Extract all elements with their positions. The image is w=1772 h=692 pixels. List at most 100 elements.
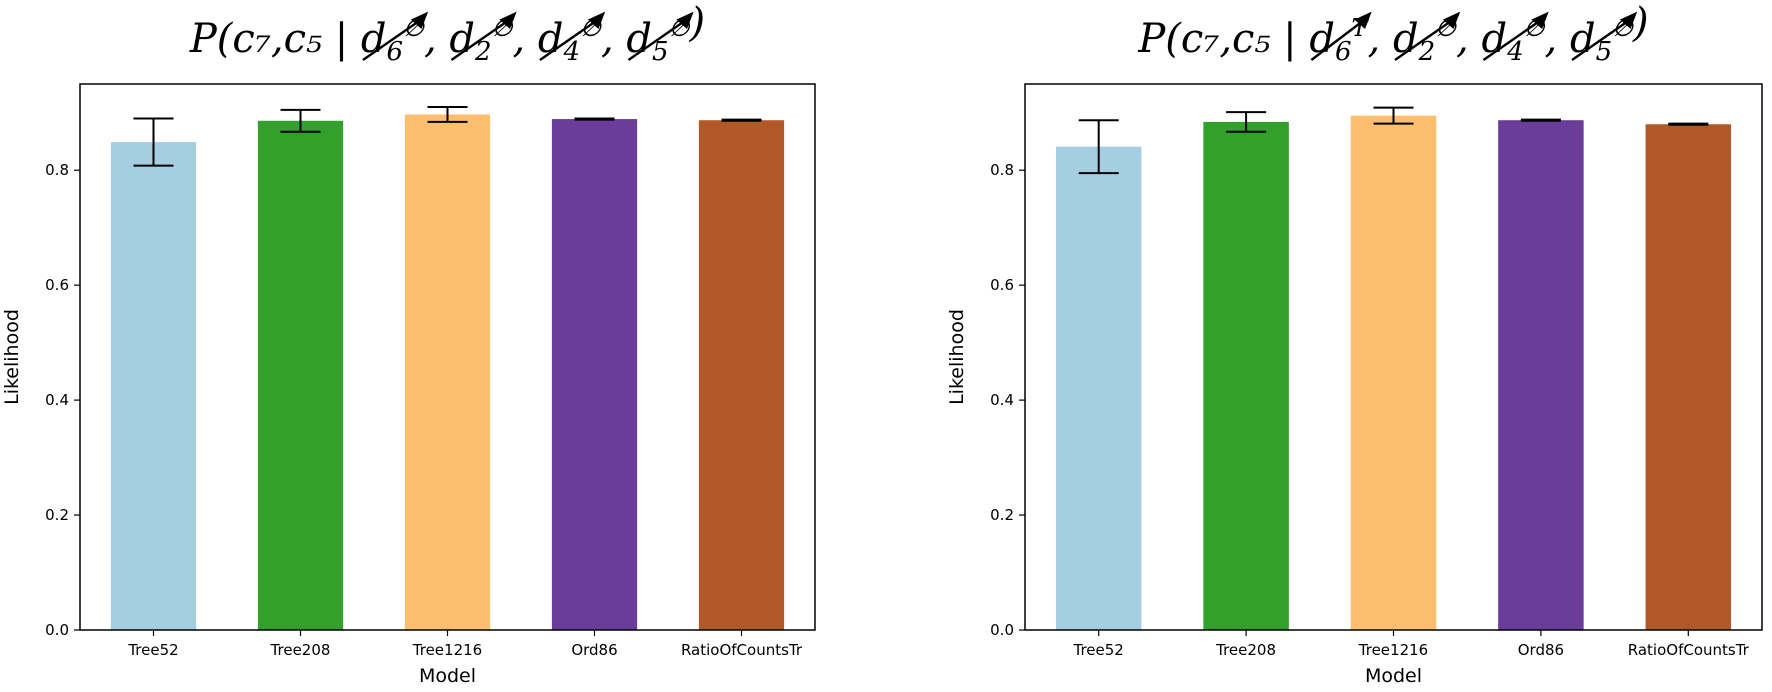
title-term-base: d (1393, 16, 1419, 62)
bar-Tree208 (257, 120, 344, 631)
y-tick-label: 0.2 (990, 506, 1014, 524)
y-axis-label: Likelihood (1, 309, 23, 405)
title-comma: , (512, 16, 537, 62)
x-tick-label: Ord86 (1518, 641, 1564, 659)
error-bar-Tree1216 (1373, 106, 1414, 125)
title-prefix: P( (189, 16, 234, 62)
x-tick-label: RatioOfCountsTr (681, 641, 803, 659)
strike-arrow-icon (627, 11, 694, 61)
plot-frame (1024, 83, 1763, 631)
strike-arrow-shaft (362, 18, 423, 61)
y-tick-label: 0.0 (990, 621, 1014, 639)
error-bar-Tree208 (280, 108, 321, 133)
y-tick-label: 0.6 (990, 276, 1014, 294)
title-term-sub: 2 (1418, 37, 1436, 67)
title-comma: , (1368, 16, 1393, 62)
title-vars: c₇,c₅ (1181, 16, 1271, 62)
bar-Ord86 (1498, 120, 1584, 630)
y-tick-label: 0.4 (45, 391, 69, 409)
strike-arrow-shaft (1310, 18, 1367, 61)
x-tick-label: Tree52 (127, 641, 178, 659)
strike-arrow-icon (1310, 11, 1372, 61)
strike-arrow-shaft (1394, 18, 1455, 61)
y-tick-label: 0.8 (990, 161, 1014, 179)
x-tick-label: Tree1216 (412, 641, 482, 659)
strike-arrow-head (1531, 11, 1549, 30)
error-bar-Tree1216 (427, 105, 468, 123)
error-bar-RatioOfCountsTr (1668, 122, 1709, 126)
bar-Tree1216 (1350, 115, 1437, 630)
x-tick-label: Ord86 (571, 641, 617, 659)
x-tick-label: Tree52 (1073, 641, 1124, 659)
title-term-sub: 4 (1506, 37, 1524, 67)
bar-RatioOfCountsTr (1645, 124, 1732, 631)
strike-arrow-shaft (627, 18, 689, 61)
title-term-base: d (361, 16, 387, 62)
x-tick-label: Tree1216 (1358, 641, 1428, 659)
chart-title: P(c₇,c₅ | d6T, d2∅, d4∅, d5∅) (1137, 0, 1648, 67)
strike-arrow-head (499, 11, 517, 30)
title-comma: , (1456, 16, 1481, 62)
strike-arrow-head (676, 11, 694, 30)
strike-arrow-head (1354, 11, 1372, 30)
title-term-sub: 6 (1335, 37, 1352, 67)
strike-arrow-icon (1482, 11, 1549, 61)
strike-arrow-icon (1571, 11, 1638, 61)
title-term-sub: 5 (652, 37, 669, 67)
error-bar-Tree208 (1226, 111, 1267, 133)
x-tick-label: Tree208 (1215, 641, 1276, 659)
strike-arrow-shaft (1571, 18, 1632, 61)
title-comma: , (601, 16, 626, 62)
title-term-sub: 5 (1596, 37, 1613, 67)
plot-frame (79, 83, 816, 631)
bar-Tree52 (1055, 146, 1142, 631)
y-tick-label: 0.0 (45, 621, 69, 639)
title-separator: | (1270, 16, 1309, 62)
title-term-base: d (626, 16, 652, 62)
title-prefix: P( (1137, 16, 1182, 62)
strike-arrow-head (410, 11, 429, 30)
title-term-base: d (449, 16, 475, 62)
title-comma: , (424, 16, 449, 62)
strike-arrow-icon (450, 11, 517, 61)
x-axis-label: Model (1365, 665, 1422, 687)
error-bar-Tree52 (133, 117, 174, 167)
y-axis-label: Likelihood (946, 309, 968, 405)
title-term-base: d (1309, 16, 1335, 62)
strike-arrow-shaft (450, 18, 512, 61)
title-term-base: d (1481, 16, 1507, 62)
strike-arrow-shaft (539, 18, 600, 61)
x-tick-label: RatioOfCountsTr (1628, 641, 1750, 659)
title-vars: c₇,c₅ (232, 16, 322, 62)
strike-arrow-head (1619, 11, 1638, 30)
strike-arrow-head (587, 11, 606, 30)
error-bar-Ord86 (574, 117, 615, 121)
chart-title: P(c₇,c₅ | d6∅, d2∅, d4∅, d5∅) (189, 0, 705, 67)
strike-arrow-icon (362, 11, 429, 61)
chart-panel-1: Tree52 Tree208 Tree1216 Ord86 RatioOfCountsT… (1, 0, 816, 687)
chart-panel-2: Tree52 Tree208 Tree1216 Ord86 RatioOfCountsT… (946, 0, 1763, 687)
title-suffix: ) (688, 0, 705, 46)
title-separator: | (322, 16, 361, 62)
y-tick-label: 0.2 (45, 506, 69, 524)
title-term-sub: 4 (563, 37, 581, 67)
bar-Tree208 (1203, 121, 1289, 631)
bar-RatioOfCountsTr (698, 120, 785, 630)
title-term-sub: 2 (474, 37, 492, 67)
bar-Tree52 (110, 142, 197, 631)
strike-arrow-shaft (1482, 18, 1544, 61)
x-axis-label: Model (419, 665, 476, 687)
title-term-sub: 6 (387, 37, 404, 67)
strike-arrow-icon (539, 11, 606, 61)
error-bar-Tree52 (1078, 119, 1119, 175)
title-term-base: d (538, 16, 564, 62)
y-tick-label: 0.4 (990, 391, 1014, 409)
x-tick-label: Tree208 (270, 641, 331, 659)
strike-arrow-icon (1394, 11, 1461, 61)
strike-arrow-head (1442, 11, 1461, 30)
y-tick-label: 0.8 (45, 161, 69, 179)
error-bar-Ord86 (1520, 118, 1561, 122)
y-tick-label: 0.6 (45, 276, 69, 294)
bar-Tree1216 (404, 114, 491, 630)
